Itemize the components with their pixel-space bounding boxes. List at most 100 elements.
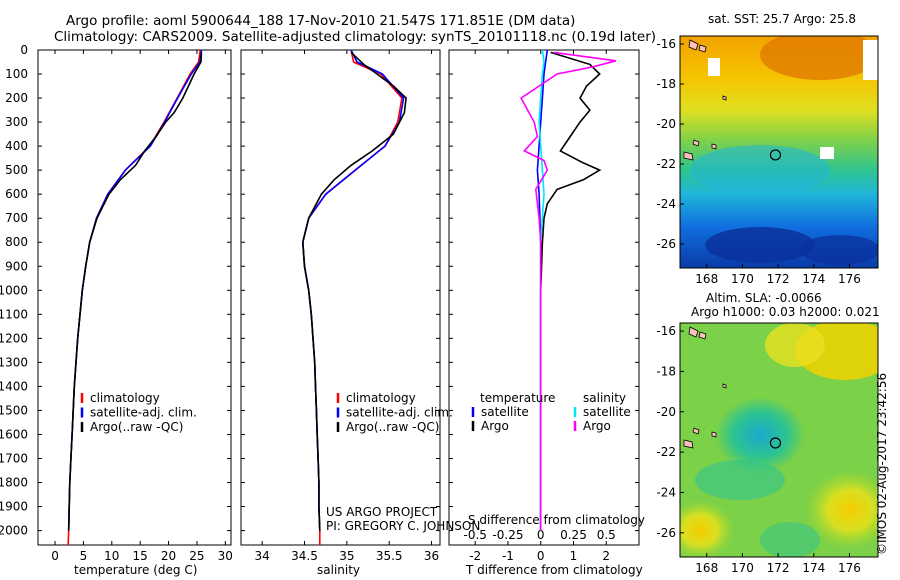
legend-label: satellite-adj. clim. [346, 406, 453, 420]
x-tick-label: 5 [80, 549, 88, 563]
series-line-climatology [67, 49, 202, 546]
difference-panel-frame [448, 49, 640, 546]
series-line-t-argo [539, 51, 602, 531]
x-tick-label: 15 [133, 549, 148, 563]
series-line-argo---raw--qc- [301, 51, 407, 531]
legend-header: salinity [583, 391, 626, 405]
sst-map [680, 36, 878, 268]
series-line-climatology [301, 49, 403, 545]
pi-credit: PI: GREGORY C. JOHNSON [326, 519, 481, 533]
series-line-s-satellite [538, 49, 545, 531]
map-x-tick-label: 170 [731, 272, 754, 286]
copyright-stamp: ©IMOS 02-Aug-2017 23:42:56 [875, 372, 889, 555]
y-tick-label: 1800 [0, 476, 28, 490]
header-line-1: Argo profile: aoml 5900644_188 17-Nov-20… [66, 13, 576, 29]
x-tick-label: 25 [189, 549, 204, 563]
map-y-tick-label: -22 [656, 445, 676, 459]
x-tick-label: 34 [255, 549, 270, 563]
profile-lines [67, 49, 617, 546]
map-x-tick-label: 174 [802, 561, 825, 575]
legend-label: Argo [481, 419, 509, 433]
series-line-satellite-adj--clim- [67, 49, 203, 531]
x-tick-label: -2 [469, 549, 481, 563]
s-tick-label: 0.25 [560, 528, 587, 542]
difference-xlabel: T difference from climatology [466, 563, 643, 577]
y-tick-label: 1300 [0, 355, 28, 369]
y-tick-label: 1000 [0, 283, 28, 297]
legend-label: Argo(..raw -QC) [90, 420, 183, 434]
y-tick-label: 200 [5, 91, 28, 105]
y-tick-label: 1100 [0, 307, 28, 321]
map-y-tick-label: -26 [656, 237, 676, 251]
y-tick-label: 1700 [0, 451, 28, 465]
y-tick-label: 700 [5, 211, 28, 225]
x-tick-label: 36 [424, 549, 439, 563]
sla-map-title-1: Altim. SLA: -0.0066 [706, 291, 822, 305]
map-x-tick-label: 174 [802, 272, 825, 286]
sst-float-position-marker [769, 149, 782, 161]
y-tick-label: 1600 [0, 427, 28, 441]
map-y-tick-label: -16 [656, 37, 676, 51]
sla-map-title-2: Argo h1000: 0.03 h2000: 0.021 [691, 305, 880, 319]
map-y-tick-label: -22 [656, 157, 676, 171]
sst-map-frame [679, 35, 879, 269]
y-tick-label: 300 [5, 115, 28, 129]
y-tick-label: 900 [5, 259, 28, 273]
s-tick-label: 0 [537, 528, 545, 542]
series-line-s-argo [520, 51, 617, 531]
map-x-tick-label: 176 [838, 561, 861, 575]
y-tick-label: 400 [5, 139, 28, 153]
y-tick-label: 800 [5, 235, 28, 249]
s-tick-label: 0.5 [597, 528, 616, 542]
map-ticks: 168 170 172 174 176 -16 -18 -20 -22 -24 -26 168 170 1… [656, 37, 861, 575]
legend-label: satellite [583, 405, 631, 419]
y-tick-label: 500 [5, 163, 28, 177]
map-x-tick-label: 170 [731, 561, 754, 575]
y-tick-label: 2000 [0, 524, 28, 538]
y-tick-label: 100 [5, 67, 28, 81]
salinity-panel-frame [240, 49, 441, 546]
map-x-tick-label: 168 [695, 561, 718, 575]
s-tick-label: -0.5 [463, 528, 486, 542]
x-tick-label: 35.5 [376, 549, 403, 563]
x-tick-label: 34.5 [291, 549, 318, 563]
map-y-tick-label: -20 [656, 405, 676, 419]
sla-float-position-marker [769, 437, 782, 449]
x-tick-label: 2 [602, 549, 610, 563]
x-tick-label: 20 [161, 549, 176, 563]
map-y-tick-label: -20 [656, 117, 676, 131]
x-tick-label: 10 [104, 549, 119, 563]
y-tick-label: 1900 [0, 500, 28, 514]
map-y-tick-label: -24 [656, 197, 676, 211]
map-y-tick-label: -16 [656, 324, 676, 338]
y-tick-label: 1500 [0, 403, 28, 417]
x-tick-label: 0 [51, 549, 59, 563]
legend-label: satellite [481, 405, 529, 419]
legend-label: Argo(..raw -QC) [346, 420, 439, 434]
map-y-tick-label: -18 [656, 77, 676, 91]
y-tick-label: 0 [20, 43, 28, 57]
x-tick-label: -1 [502, 549, 514, 563]
legend-label: Argo [583, 419, 611, 433]
y-tick-label: 1400 [0, 379, 28, 393]
legend-header: temperature [480, 391, 555, 405]
difference-xlabel-top: S difference from climatology [468, 513, 645, 527]
salinity-xlabel: salinity [317, 563, 361, 577]
temperature-xlabel: temperature (deg C) [74, 563, 198, 577]
series-line-argo---raw--qc- [67, 52, 203, 531]
x-tick-label: 0 [537, 549, 545, 563]
y-tick-label: 1200 [0, 331, 28, 345]
sla-map-frame [679, 322, 879, 558]
sla-land-islands [683, 326, 727, 449]
sst-land-islands [683, 39, 727, 161]
axis-ticks: 0 5 10 15 20 25 300100200300400500600700800900… [0, 43, 639, 563]
map-y-tick-label: -26 [656, 526, 676, 540]
x-tick-label: 1 [570, 549, 578, 563]
sst-map-title: sat. SST: 25.7 Argo: 25.8 [708, 12, 857, 26]
map-x-tick-label: 172 [767, 561, 790, 575]
project-credit: US ARGO PROJECT [326, 505, 438, 519]
legend-label: satellite-adj. clim. [90, 406, 197, 420]
legend-label: climatology [90, 391, 160, 405]
